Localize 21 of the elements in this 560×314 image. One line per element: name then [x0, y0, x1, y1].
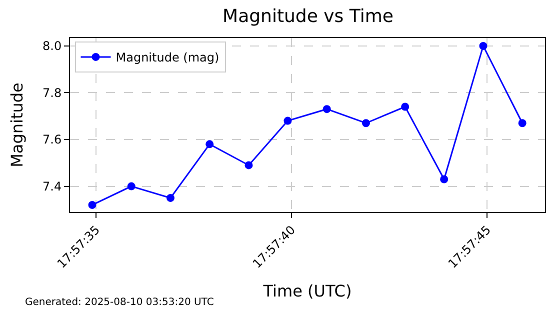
text: Generated: 2025-08-10 03:53:20 UTC: [25, 297, 214, 308]
point: [322, 105, 331, 114]
y-tick-label: 7.4: [42, 179, 62, 194]
point: [518, 119, 526, 128]
chart-title: Magnitude vs Time: [222, 6, 394, 28]
y-tick-label: 7.6: [42, 132, 62, 147]
legend-label: Magnitude (mag): [116, 50, 220, 65]
point: [440, 175, 448, 184]
y-axis-title: Magnitude: [7, 82, 26, 168]
x-axis-title: Time (UTC): [262, 282, 352, 301]
point: [362, 119, 370, 128]
point: [479, 42, 488, 50]
point: [284, 116, 292, 125]
point: [127, 182, 136, 190]
point: [244, 161, 253, 170]
y-tick-label: 7.8: [42, 86, 62, 100]
point: [206, 140, 214, 148]
y-tick-label: 8.0: [42, 39, 62, 54]
point: [401, 102, 410, 111]
point: [88, 200, 96, 209]
point: [166, 194, 174, 202]
